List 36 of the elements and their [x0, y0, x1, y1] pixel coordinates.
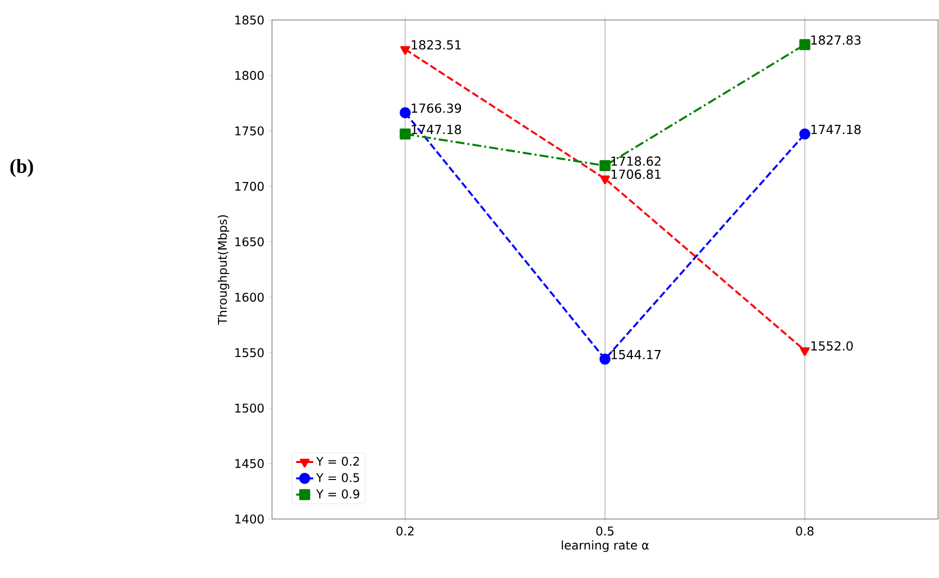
y-tick-label: 1500	[235, 404, 264, 413]
point	[800, 347, 810, 356]
y-tick-label: 1400	[235, 514, 264, 524]
y-tick-label: 1700	[235, 182, 264, 191]
y-tick-label: 1550	[235, 348, 264, 358]
data-label: 1766.39	[412, 103, 462, 113]
data-label: 1706.81	[612, 170, 661, 179]
point	[600, 354, 611, 365]
x-tick-label: 0.2	[396, 526, 414, 536]
point	[400, 128, 411, 140]
y-tick-label: 1850	[235, 15, 264, 25]
point	[400, 107, 411, 118]
x-axis-title: learning rate α	[562, 540, 649, 552]
point	[799, 39, 810, 50]
y-axis-title: Throughput(Mbps)	[218, 215, 230, 325]
data-label: 1718.62	[612, 156, 660, 166]
point	[799, 128, 810, 140]
data-label: 1827.83	[811, 35, 860, 45]
x-tick-label: 0.5	[596, 526, 614, 536]
data-label: 1552.0	[811, 341, 853, 351]
point	[600, 160, 611, 172]
point	[600, 176, 610, 184]
text: (b)	[10, 158, 33, 178]
y-tick-label: 1800	[235, 70, 264, 80]
point	[400, 46, 410, 55]
data-label: 1823.51	[412, 40, 461, 50]
y-tick-label: 1650	[235, 237, 264, 246]
legend-label: Υ = 0.2	[316, 456, 359, 466]
x-tick-label: 0.8	[796, 526, 814, 536]
y-tick-label: 1450	[235, 459, 264, 468]
data-label: 1747.18	[811, 124, 861, 134]
y-tick-label: 1600	[235, 292, 264, 302]
y-tick-label: 1750	[235, 126, 264, 136]
data-label: 1544.17	[612, 350, 661, 360]
legend-label: Υ = 0.9	[316, 489, 360, 499]
legend-label: Υ = 0.5	[316, 473, 360, 482]
